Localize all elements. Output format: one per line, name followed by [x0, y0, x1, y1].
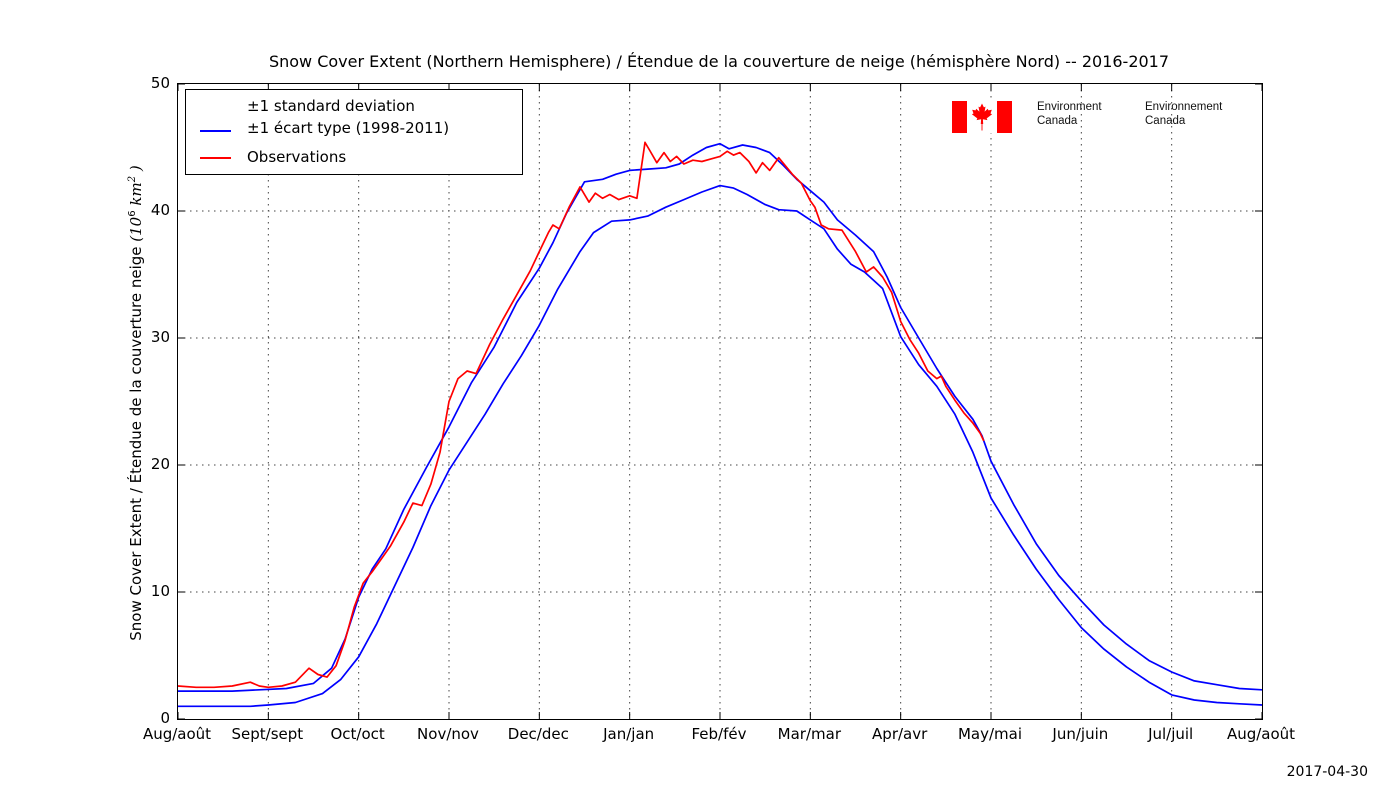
y-axis-unit-open: (10	[127, 216, 145, 242]
y-tick-label: 20	[150, 455, 170, 473]
series-line-observations	[178, 141, 985, 689]
y-axis-label: Snow Cover Extent / Étendue de la couver…	[127, 53, 149, 753]
legend-line-sample-observations	[200, 157, 231, 159]
canada-flag-icon	[952, 101, 1012, 133]
series-line-std-upper	[178, 142, 1262, 692]
y-tick-label: 30	[150, 328, 170, 346]
y-axis-unit-close: )	[127, 165, 145, 176]
y-tick-label: 40	[150, 201, 170, 219]
chart-title: Snow Cover Extent (Northern Hemisphere) …	[268, 52, 1170, 71]
x-tick-label: Aug/août	[142, 725, 212, 743]
date-annotation: 2017-04-30	[1286, 764, 1368, 780]
x-tick-label: Aug/août	[1226, 725, 1296, 743]
plot-area	[177, 83, 1263, 720]
x-tick-label: Mar/mar	[777, 725, 841, 743]
x-tick-label: Jun/juin	[1052, 725, 1109, 743]
y-tick-label: 0	[160, 709, 170, 727]
logo-text-english: Environment Canada	[1037, 101, 1102, 127]
y-tick-label: 10	[150, 582, 170, 600]
x-tick-label: Apr/avr	[872, 725, 928, 743]
logo-text-french: Environnement Canada	[1145, 101, 1223, 127]
legend-label-observations: Observations	[247, 148, 347, 166]
series-line-std-lower	[178, 184, 1262, 708]
x-tick-label: Nov/nov	[417, 725, 479, 743]
legend: ±1 standard deviation ±1 écart type (199…	[185, 89, 523, 175]
x-tick-label: Jul/juil	[1148, 725, 1194, 743]
legend-label-std-dev-en: ±1 standard deviation	[247, 97, 415, 115]
y-axis-label-text: Snow Cover Extent / Étendue de la couver…	[127, 246, 145, 641]
y-tick-label: 50	[150, 74, 170, 92]
x-tick-label: May/mai	[957, 725, 1023, 743]
plot-canvas	[178, 84, 1262, 719]
x-tick-label: Dec/dec	[507, 725, 569, 743]
x-tick-label: Oct/oct	[330, 725, 385, 743]
legend-label-std-dev: ±1 standard deviation ±1 écart type (199…	[247, 95, 449, 139]
x-tick-label: Jan/jan	[603, 725, 655, 743]
x-tick-label: Feb/fév	[691, 725, 747, 743]
legend-line-sample-std-dev	[200, 130, 231, 132]
legend-label-std-dev-fr: ±1 écart type (1998-2011)	[247, 119, 450, 137]
maple-leaf-icon	[971, 103, 993, 131]
x-tick-label: Sept/sept	[231, 725, 304, 743]
y-axis-unit-exponent-2: 2	[127, 175, 138, 183]
